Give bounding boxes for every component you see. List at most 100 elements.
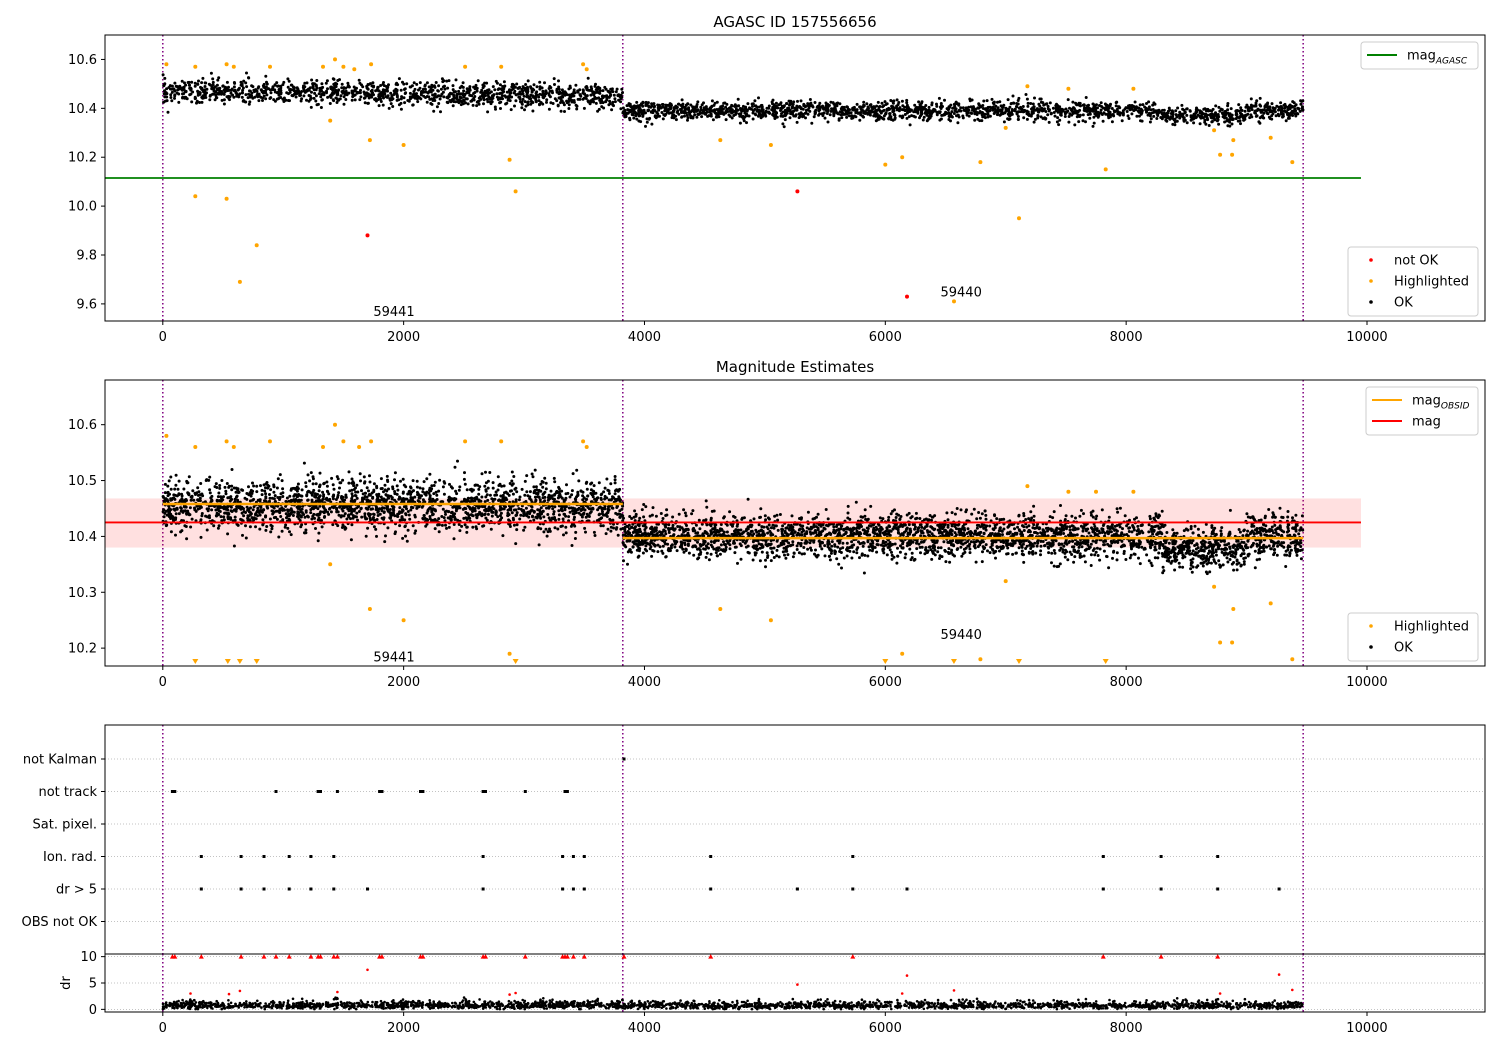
- ok-point: [304, 485, 308, 488]
- ok-point: [751, 111, 755, 115]
- ok-point: [1261, 116, 1265, 120]
- ok-point: [1114, 101, 1118, 105]
- ok-point: [421, 490, 425, 494]
- ok-point: [530, 505, 534, 509]
- ok-point: [244, 93, 248, 97]
- ok-point: [343, 92, 347, 96]
- ok-point: [223, 87, 227, 91]
- ok-point: [996, 111, 1000, 115]
- ok-point: [1011, 94, 1015, 98]
- ok-point: [901, 108, 905, 112]
- ok-point: [199, 505, 203, 509]
- ok-point: [396, 512, 400, 516]
- ok-point: [840, 116, 844, 120]
- ok-point: [279, 84, 283, 88]
- ok-point: [647, 117, 651, 121]
- ok-point: [236, 523, 240, 527]
- ok-point: [700, 111, 704, 115]
- ok-point: [474, 85, 477, 89]
- ok-point: [897, 101, 901, 104]
- ok-point: [620, 513, 624, 517]
- ok-point: [195, 491, 199, 495]
- highlighted-point: [268, 64, 272, 69]
- ok-point: [552, 77, 556, 81]
- ok-point: [737, 104, 741, 108]
- ok-point: [396, 488, 400, 492]
- ok-point: [247, 76, 250, 80]
- ok-point: [767, 110, 771, 114]
- ok-point: [451, 88, 455, 92]
- ok-point: [1055, 102, 1058, 106]
- ok-point: [191, 489, 195, 493]
- ok-point: [497, 87, 501, 91]
- ok-point: [242, 79, 246, 83]
- ok-point: [459, 103, 463, 107]
- ok-point: [1255, 99, 1259, 103]
- ok-point: [201, 96, 205, 100]
- ok-point: [338, 481, 342, 485]
- ok-point: [502, 85, 506, 89]
- ok-point: [607, 103, 611, 107]
- ok-point: [520, 102, 524, 106]
- ok-point: [413, 531, 417, 535]
- ok-point: [461, 85, 465, 89]
- highlighted-point: [224, 196, 229, 201]
- ok-point: [1144, 108, 1148, 112]
- ok-point: [486, 498, 490, 502]
- ok-point: [286, 77, 290, 81]
- ok-point: [605, 95, 609, 99]
- ok-point: [187, 475, 191, 479]
- ok-point: [262, 82, 266, 86]
- ok-point: [418, 86, 422, 90]
- ok-point: [1118, 106, 1122, 110]
- ok-point: [387, 106, 391, 110]
- ok-point: [326, 87, 329, 91]
- ok-point: [523, 108, 526, 112]
- ok-point: [393, 514, 397, 518]
- highlighted-point: [978, 160, 983, 165]
- highlighted-point: [164, 62, 169, 67]
- ok-point: [318, 86, 322, 90]
- ok-point: [325, 498, 329, 502]
- ok-point: [265, 505, 269, 509]
- ok-point: [564, 91, 568, 95]
- ok-point: [1029, 102, 1033, 105]
- ok-point: [245, 85, 249, 89]
- ok-point: [1114, 104, 1118, 108]
- ok-point: [876, 100, 880, 104]
- ok-point: [288, 99, 291, 103]
- ok-point: [939, 102, 943, 105]
- ok-point: [233, 508, 237, 512]
- ok-point: [385, 489, 389, 493]
- ok-point: [753, 99, 757, 103]
- ok-point: [275, 81, 279, 85]
- ok-point: [278, 473, 282, 477]
- ok-point: [537, 99, 541, 103]
- ok-point: [523, 525, 527, 529]
- ok-point: [261, 523, 265, 527]
- ok-point: [556, 103, 560, 107]
- ok-point: [1181, 113, 1185, 116]
- ok-point: [169, 487, 173, 491]
- ok-point: [419, 97, 423, 101]
- highlighted-point: [768, 143, 773, 147]
- ok-point: [560, 496, 564, 500]
- ok-point: [977, 102, 981, 106]
- ok-point: [248, 100, 252, 104]
- ok-point: [1133, 100, 1137, 104]
- ok-point: [767, 106, 771, 110]
- ok-point: [1151, 103, 1155, 107]
- ok-point: [200, 86, 204, 90]
- highlighted-point: [1290, 160, 1295, 165]
- ok-point: [1213, 118, 1217, 122]
- ok-point: [947, 118, 951, 121]
- ok-point: [325, 89, 328, 93]
- ok-point: [416, 499, 420, 503]
- ok-point: [1301, 99, 1305, 103]
- ok-point: [1223, 110, 1227, 114]
- ok-point: [1046, 104, 1050, 108]
- ok-point: [201, 76, 205, 80]
- ok-point: [670, 104, 673, 107]
- ok-point: [1012, 101, 1015, 105]
- ok-point: [246, 96, 250, 100]
